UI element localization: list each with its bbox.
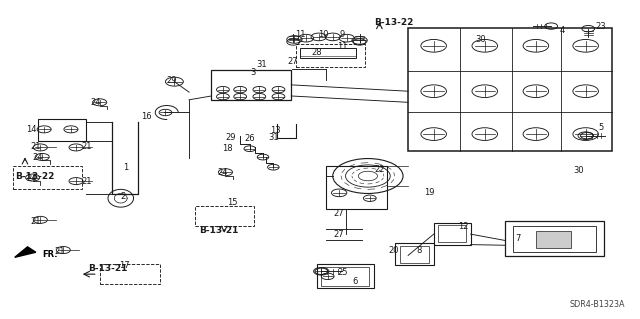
Bar bbox=[536, 231, 571, 248]
Text: 11: 11 bbox=[296, 30, 306, 39]
Bar bbox=[300, 48, 356, 58]
Text: 15: 15 bbox=[227, 198, 238, 207]
Text: 27: 27 bbox=[334, 230, 344, 239]
Text: 11: 11 bbox=[337, 42, 348, 51]
Text: 2: 2 bbox=[121, 191, 126, 201]
Bar bbox=[408, 28, 612, 151]
Text: 21: 21 bbox=[55, 247, 65, 256]
Bar bbox=[513, 226, 596, 252]
Text: 23: 23 bbox=[596, 22, 606, 31]
Text: B-13-22: B-13-22 bbox=[374, 19, 413, 27]
Bar bbox=[296, 44, 365, 67]
Text: 7: 7 bbox=[515, 234, 521, 243]
Text: 1: 1 bbox=[123, 163, 128, 172]
Text: 25: 25 bbox=[337, 268, 348, 277]
Text: 14: 14 bbox=[26, 125, 36, 134]
Bar bbox=[195, 206, 254, 226]
Text: 12: 12 bbox=[458, 222, 469, 231]
Text: 28: 28 bbox=[312, 48, 322, 57]
Text: 3: 3 bbox=[250, 68, 255, 77]
Text: 24: 24 bbox=[26, 174, 36, 183]
Text: 24: 24 bbox=[218, 168, 228, 177]
Text: 21: 21 bbox=[82, 142, 92, 151]
Bar bbox=[13, 166, 83, 189]
Text: 8: 8 bbox=[416, 246, 422, 255]
Text: 31: 31 bbox=[256, 60, 267, 69]
Bar bbox=[438, 225, 467, 242]
Text: 19: 19 bbox=[424, 188, 435, 197]
Text: 30: 30 bbox=[476, 35, 486, 44]
Text: FR.: FR. bbox=[42, 250, 58, 259]
Bar bbox=[505, 221, 604, 256]
Text: 10: 10 bbox=[318, 30, 328, 39]
Bar bbox=[396, 243, 434, 265]
Text: 13: 13 bbox=[270, 126, 280, 135]
Text: 21: 21 bbox=[31, 142, 41, 151]
Text: 4: 4 bbox=[560, 26, 565, 35]
Text: 29: 29 bbox=[166, 76, 177, 85]
Bar bbox=[100, 264, 161, 284]
Text: 27: 27 bbox=[288, 57, 298, 66]
Text: B-13-22: B-13-22 bbox=[15, 172, 54, 181]
Text: 5: 5 bbox=[598, 123, 604, 132]
Text: 22: 22 bbox=[374, 165, 385, 174]
Text: 24: 24 bbox=[33, 153, 43, 162]
Text: 9: 9 bbox=[340, 30, 345, 39]
Text: 31: 31 bbox=[269, 133, 279, 142]
Text: 24: 24 bbox=[90, 98, 100, 107]
Bar bbox=[434, 223, 470, 245]
Bar bbox=[317, 264, 374, 288]
Text: 18: 18 bbox=[222, 144, 233, 153]
Bar bbox=[38, 120, 86, 141]
Text: 6: 6 bbox=[353, 277, 358, 286]
Text: 29: 29 bbox=[225, 133, 236, 142]
Bar bbox=[326, 166, 387, 209]
Text: 17: 17 bbox=[118, 261, 129, 271]
Text: SDR4-B1323A: SDR4-B1323A bbox=[570, 300, 625, 309]
Text: 21: 21 bbox=[31, 217, 41, 226]
Text: B-13-21: B-13-21 bbox=[88, 263, 127, 273]
Text: 20: 20 bbox=[388, 246, 399, 255]
Bar bbox=[211, 70, 291, 100]
Text: 26: 26 bbox=[244, 134, 255, 143]
Text: 16: 16 bbox=[141, 112, 152, 121]
Text: 30: 30 bbox=[573, 166, 584, 175]
Text: 21: 21 bbox=[82, 177, 92, 186]
Bar bbox=[321, 267, 369, 286]
Text: 27: 27 bbox=[334, 209, 344, 218]
Polygon shape bbox=[15, 247, 36, 257]
Bar bbox=[400, 246, 429, 263]
Text: B-13-21: B-13-21 bbox=[200, 226, 239, 234]
